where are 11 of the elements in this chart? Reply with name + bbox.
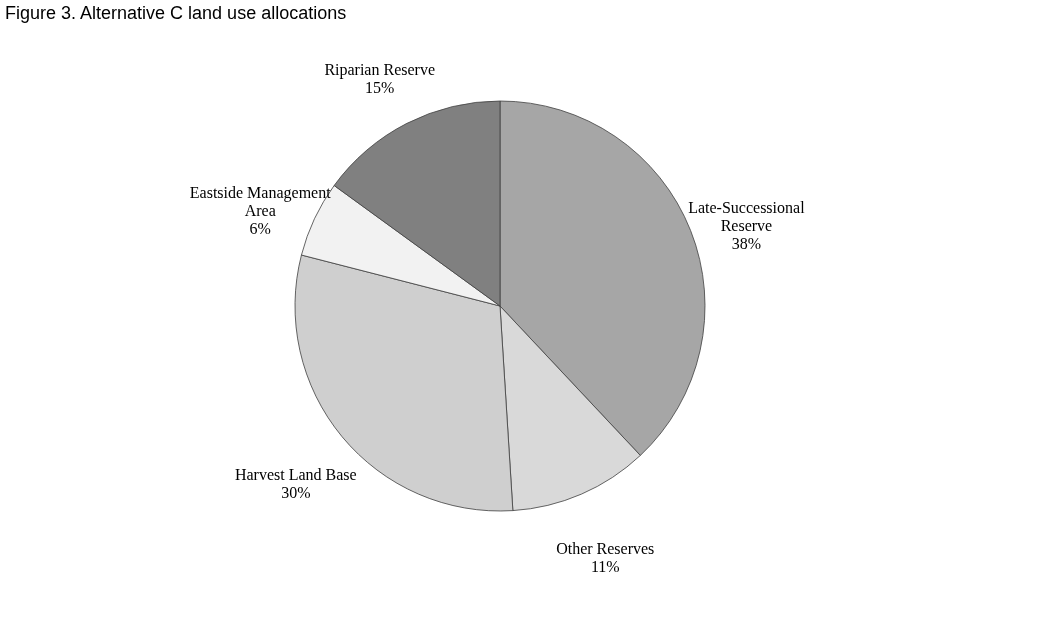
slice-label: Harvest Land Base	[234, 465, 357, 483]
slice-label: Eastside Management Area	[189, 184, 332, 220]
slice-label: Other Reserves	[556, 540, 655, 558]
data-label: 6%	[249, 220, 271, 238]
chart-title: Figure 3. Alternative C land use allocations	[5, 3, 347, 23]
data-label: 30%	[281, 483, 311, 501]
data-label: 15%	[365, 78, 395, 96]
data-label: 38%	[731, 235, 762, 253]
slice-label: Riparian Reserve	[324, 60, 436, 79]
slice-label: Late-Successional Reserve	[688, 199, 806, 235]
data-label: 11%	[590, 558, 620, 576]
